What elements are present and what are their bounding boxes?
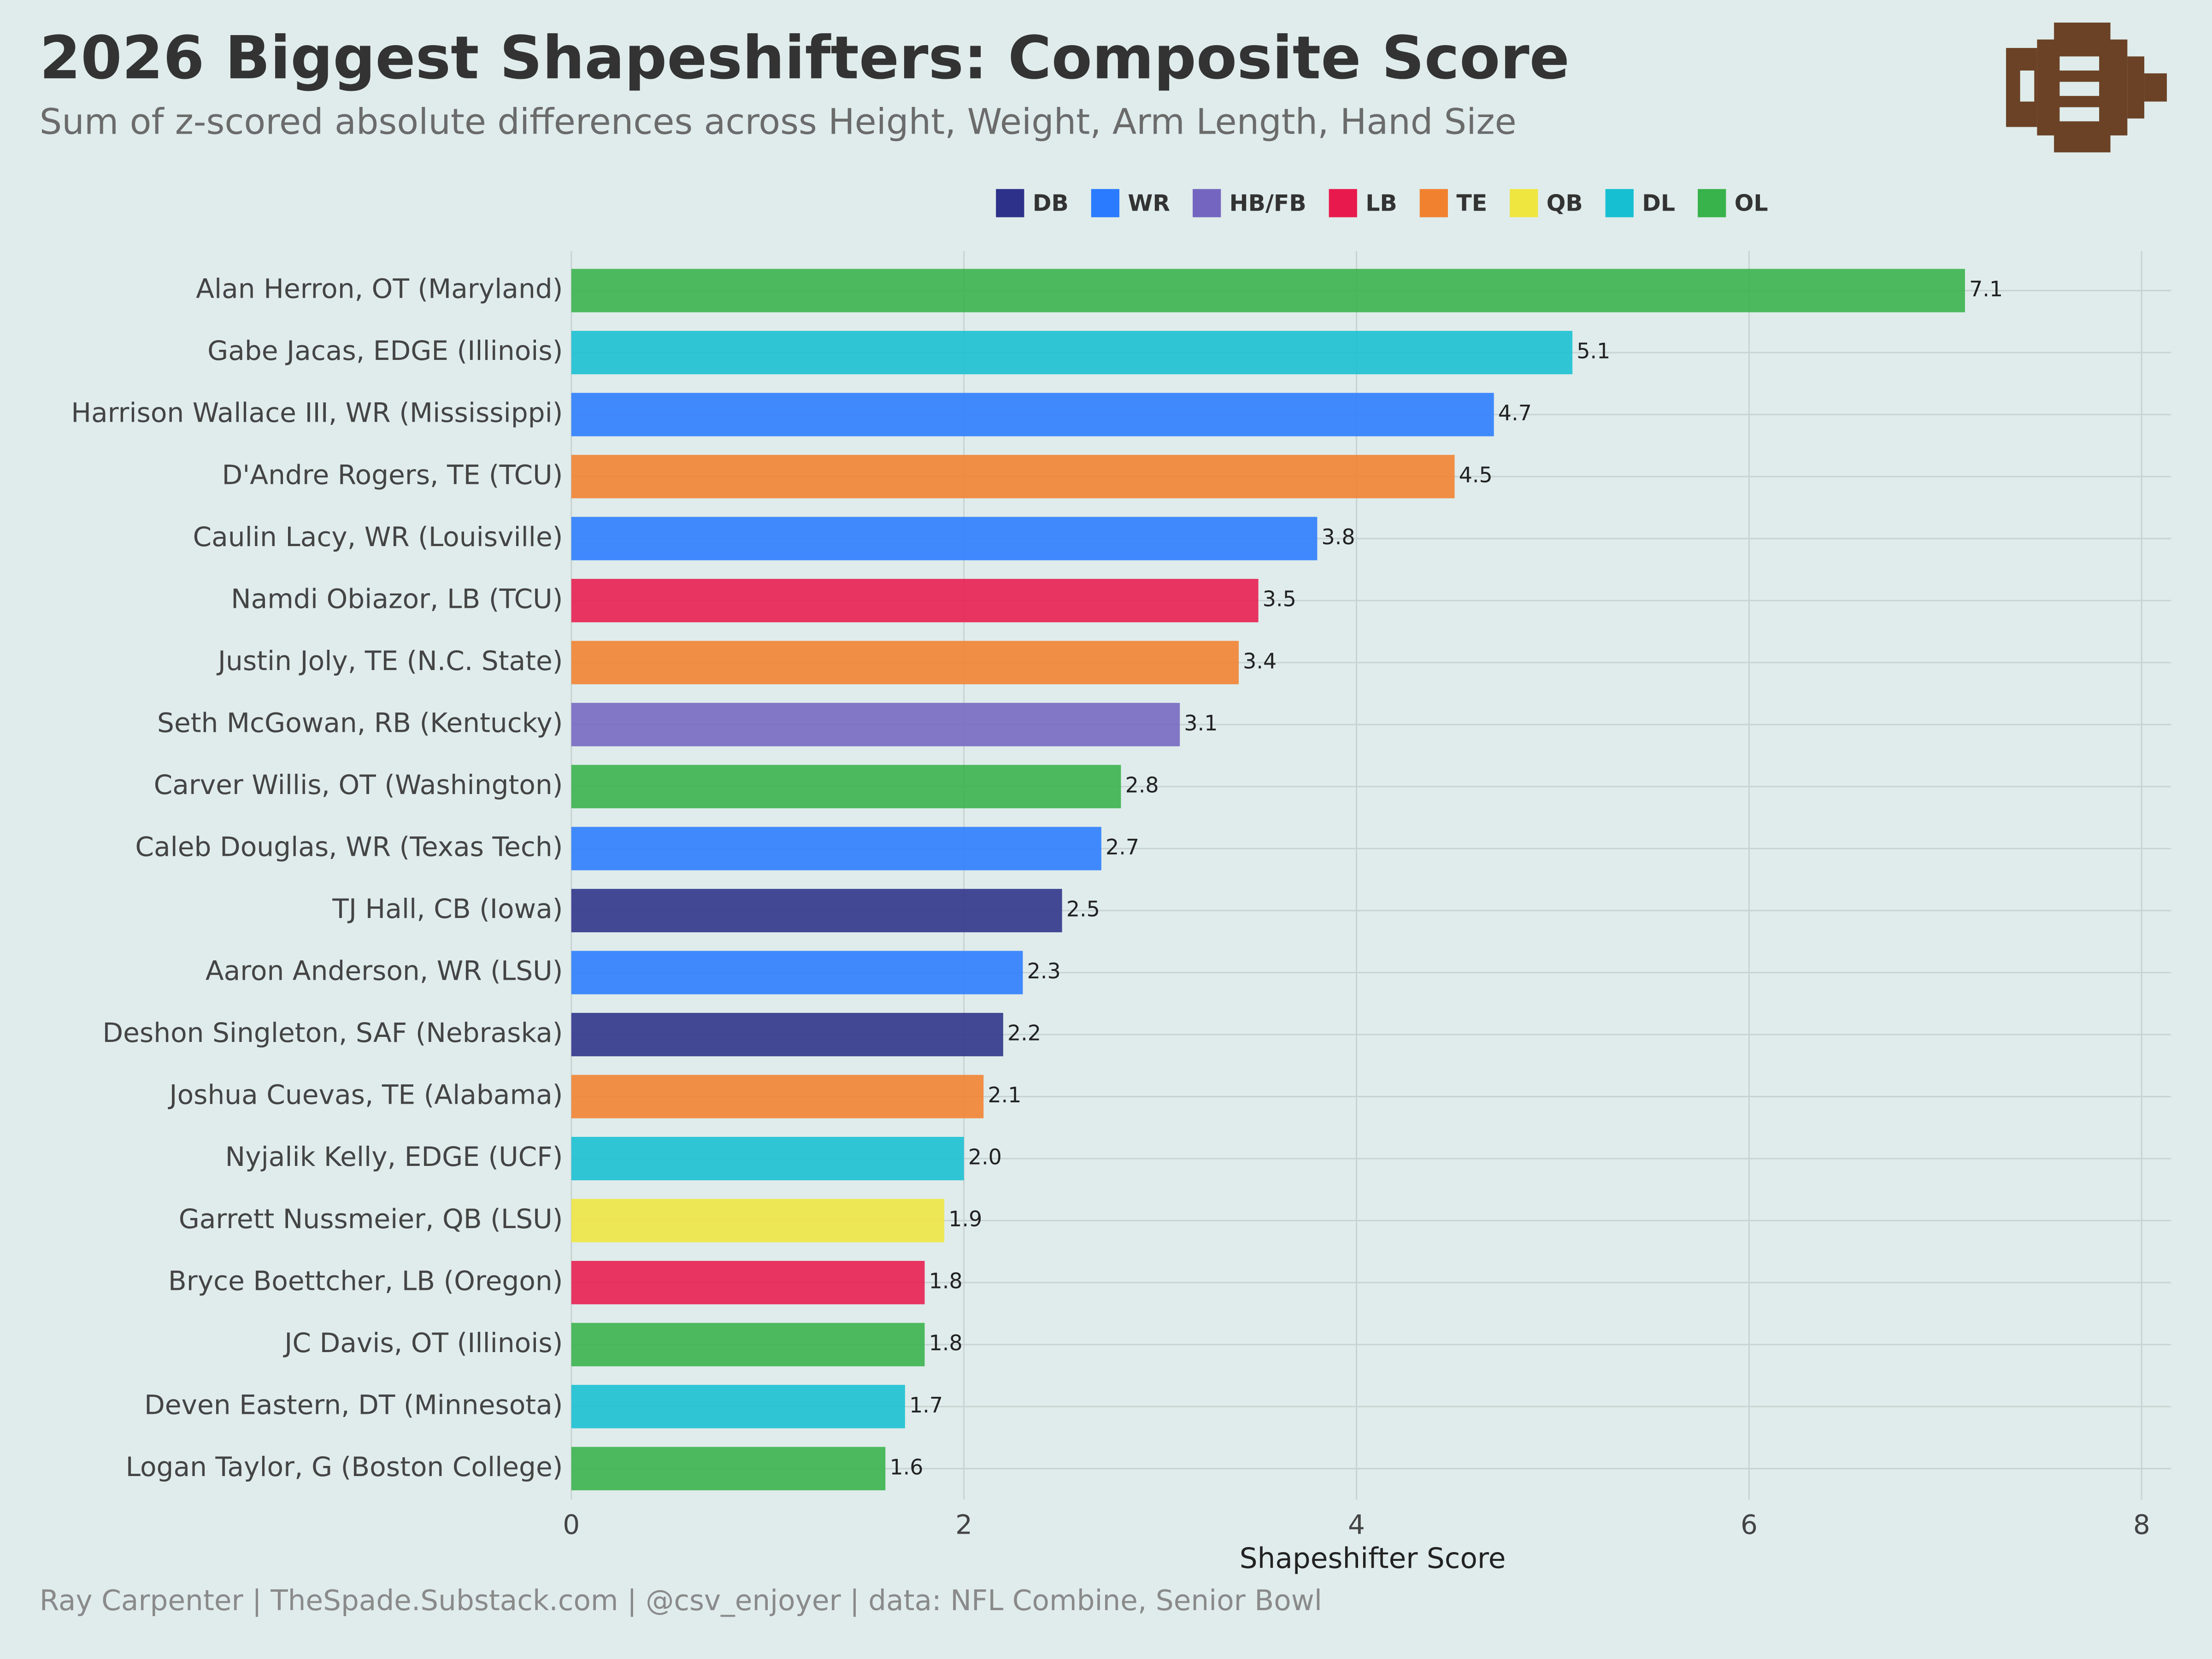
- y-tick-label: Justin Joly, TE (N.C. State): [216, 645, 563, 677]
- y-tick-label: Garrett Nussmeier, QB (LSU): [179, 1203, 563, 1235]
- y-tick-label: Caleb Douglas, WR (Texas Tech): [135, 831, 563, 863]
- value-label: 1.8: [929, 1330, 963, 1355]
- y-tick-label: Carver Willis, OT (Washington): [154, 769, 563, 800]
- legend-swatch: [1605, 189, 1634, 218]
- x-axis-label: Shapeshifter Score: [1240, 1542, 1506, 1575]
- value-label: 7.1: [1969, 276, 2003, 301]
- value-label: 2.7: [1106, 835, 1139, 859]
- y-tick-label: Harrison Wallace III, WR (Mississippi): [71, 397, 563, 429]
- value-label: 2.2: [1007, 1021, 1041, 1046]
- x-tick-label: 4: [1348, 1509, 1365, 1540]
- legend-label: TE: [1456, 190, 1487, 216]
- legend-swatch: [1193, 189, 1221, 218]
- legend-label: DB: [1033, 190, 1069, 216]
- y-tick-label: Alan Herron, OT (Maryland): [196, 273, 563, 305]
- legend-label: QB: [1547, 190, 1583, 216]
- bar: [571, 1012, 1003, 1057]
- bar: [571, 579, 1259, 623]
- value-label: 4.7: [1498, 400, 1532, 425]
- y-tick-label: Logan Taylor, G (Boston College): [126, 1451, 563, 1483]
- legend-swatch: [1329, 189, 1357, 218]
- y-tick-label: JC Davis, OT (Illinois): [282, 1327, 563, 1359]
- bar: [571, 1199, 945, 1242]
- value-label: 1.9: [948, 1206, 982, 1231]
- legend-swatch: [1510, 189, 1538, 218]
- bar: [571, 455, 1455, 499]
- y-tick-label: Seth McGowan, RB (Kentucky): [157, 707, 563, 738]
- y-tick-label: Deshon Singleton, SAF (Nebraska): [102, 1017, 563, 1048]
- value-label: 1.7: [909, 1393, 943, 1418]
- value-label: 4.5: [1459, 463, 1493, 488]
- bar: [571, 827, 1101, 871]
- value-label: 2.5: [1066, 896, 1100, 921]
- legend-label: LB: [1365, 190, 1397, 216]
- legend-swatch: [1091, 189, 1120, 218]
- y-tick-label: Nyjalik Kelly, EDGE (UCF): [225, 1141, 563, 1172]
- value-label: 1.6: [889, 1454, 923, 1479]
- bar: [571, 1447, 886, 1490]
- bar: [571, 330, 1573, 375]
- bar: [571, 1261, 925, 1305]
- y-tick-label: Bryce Boettcher, LB (Oregon): [168, 1265, 563, 1296]
- legend-label: HB/FB: [1230, 190, 1306, 216]
- value-label: 3.5: [1263, 587, 1296, 612]
- bar: [571, 765, 1121, 808]
- y-tick-label: D'Andre Rogers, TE (TCU): [222, 459, 563, 490]
- x-tick-label: 0: [563, 1509, 580, 1540]
- legend-label: OL: [1735, 190, 1768, 216]
- bar: [571, 1137, 964, 1181]
- legend-swatch: [996, 189, 1024, 218]
- chart-title: 2026 Biggest Shapeshifters: Composite Sc…: [40, 24, 1570, 93]
- y-tick-label: Joshua Cuevas, TE (Alabama): [167, 1079, 563, 1111]
- bar: [571, 393, 1494, 436]
- bar: [571, 641, 1239, 684]
- y-tick-label: Caulin Lacy, WR (Louisville): [193, 521, 563, 553]
- y-tick-label: Aaron Anderson, WR (LSU): [206, 955, 563, 987]
- value-label: 2.3: [1027, 959, 1061, 983]
- bar: [571, 517, 1318, 560]
- legend-swatch: [1419, 189, 1448, 218]
- y-tick-label: TJ Hall, CB (Iowa): [332, 893, 563, 924]
- y-tick-label: Namdi Obiazor, LB (TCU): [231, 583, 563, 614]
- bar: [571, 269, 1965, 312]
- value-label: 2.1: [988, 1082, 1021, 1107]
- logo: [2006, 22, 2167, 153]
- value-label: 5.1: [1577, 339, 1610, 364]
- caption: Ray Carpenter | TheSpade.Substack.com | …: [40, 1584, 1322, 1617]
- value-label: 1.8: [929, 1269, 963, 1294]
- bar: [571, 1385, 905, 1429]
- bar: [571, 951, 1023, 994]
- y-tick-label: Gabe Jacas, EDGE (Illinois): [207, 335, 563, 366]
- legend-label: DL: [1642, 190, 1675, 216]
- x-tick-label: 6: [1741, 1509, 1758, 1540]
- legend-swatch: [1698, 189, 1726, 218]
- y-tick-label: Deven Eastern, DT (Minnesota): [144, 1389, 563, 1420]
- bar: [571, 703, 1180, 747]
- x-tick-label: 2: [955, 1509, 972, 1540]
- bar: [571, 888, 1062, 933]
- bar: [571, 1075, 984, 1118]
- chart-subtitle: Sum of z-scored absolute differences acr…: [40, 101, 1517, 142]
- value-label: 3.8: [1322, 524, 1355, 549]
- plot: 0 2 4 6 8 Alan Herron, OT (Maryland) Gabe Jaca…: [71, 189, 2171, 1540]
- value-label: 2.0: [968, 1145, 1002, 1170]
- x-tick-label: 8: [2133, 1509, 2150, 1540]
- bar: [571, 1323, 925, 1366]
- value-label: 2.8: [1125, 772, 1159, 797]
- value-label: 3.4: [1243, 648, 1277, 673]
- value-label: 3.1: [1184, 711, 1218, 735]
- legend-label: WR: [1128, 190, 1170, 216]
